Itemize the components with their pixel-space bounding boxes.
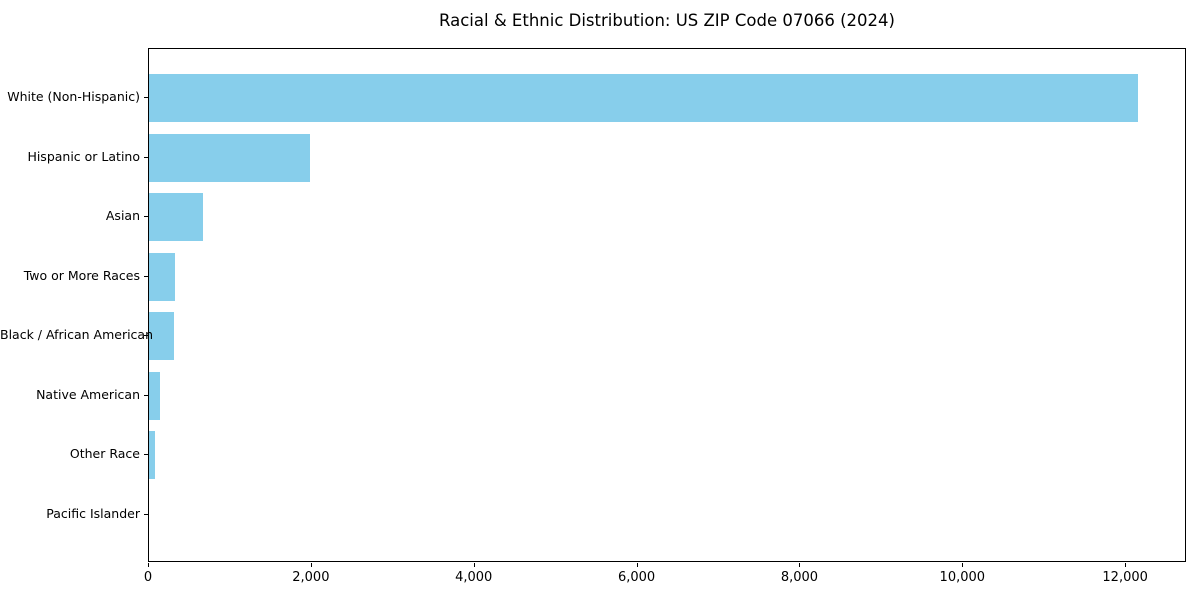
plot-area	[148, 48, 1186, 562]
bar-2	[149, 133, 310, 182]
y-axis-tick-mark	[144, 454, 148, 455]
y-axis-tick-mark	[144, 513, 148, 515]
x-axis-tick-mark	[310, 563, 312, 567]
x-axis-tick-label-6: 10,000	[939, 570, 986, 585]
x-axis-tick-mark	[148, 563, 149, 567]
bar-4	[149, 252, 175, 301]
x-axis-tick-mark	[636, 563, 638, 567]
bar-1	[149, 74, 1138, 122]
y-axis-label-8: Pacific Islander	[46, 505, 140, 521]
x-axis-tick-mark	[962, 563, 964, 567]
x-axis-tick-mark	[799, 563, 801, 567]
x-axis-tick-label-3: 4,000	[455, 570, 493, 585]
y-axis-tick-mark	[144, 216, 148, 217]
x-axis-tick-mark	[1125, 563, 1127, 567]
x-axis-tick-label-5: 8,000	[780, 570, 819, 585]
bar-7	[149, 431, 155, 479]
y-axis-tick-mark	[144, 97, 148, 98]
x-axis-tick-label-1: 0	[143, 570, 153, 585]
y-axis-label-5: Black / African American	[0, 327, 154, 342]
bar-6	[149, 371, 160, 420]
chart-title: Racial & Ethnic Distribution: US ZIP Cod…	[439, 11, 895, 30]
bar-3	[149, 193, 203, 241]
bar-5	[149, 312, 174, 360]
x-axis-tick-label-2: 2,000	[292, 570, 330, 585]
y-axis-tick-mark	[144, 335, 148, 336]
y-axis-label-2: Hispanic or Latino	[27, 148, 140, 164]
x-axis-tick-label-7: 12,000	[1102, 570, 1148, 585]
y-axis-tick-mark	[144, 394, 148, 396]
y-axis-label-3: Asian	[105, 208, 140, 223]
y-axis-label-1: White (Non-Hispanic)	[7, 89, 140, 104]
y-axis-tick-mark	[144, 275, 148, 277]
y-axis-label-4: Two or More Races	[23, 267, 140, 283]
y-axis-label-7: Other Race	[69, 446, 140, 461]
y-axis-label-6: Native American	[36, 386, 140, 402]
y-axis-tick-mark	[144, 156, 148, 158]
x-axis-tick-label-4: 6,000	[617, 570, 656, 585]
x-axis-tick-mark	[473, 563, 475, 567]
